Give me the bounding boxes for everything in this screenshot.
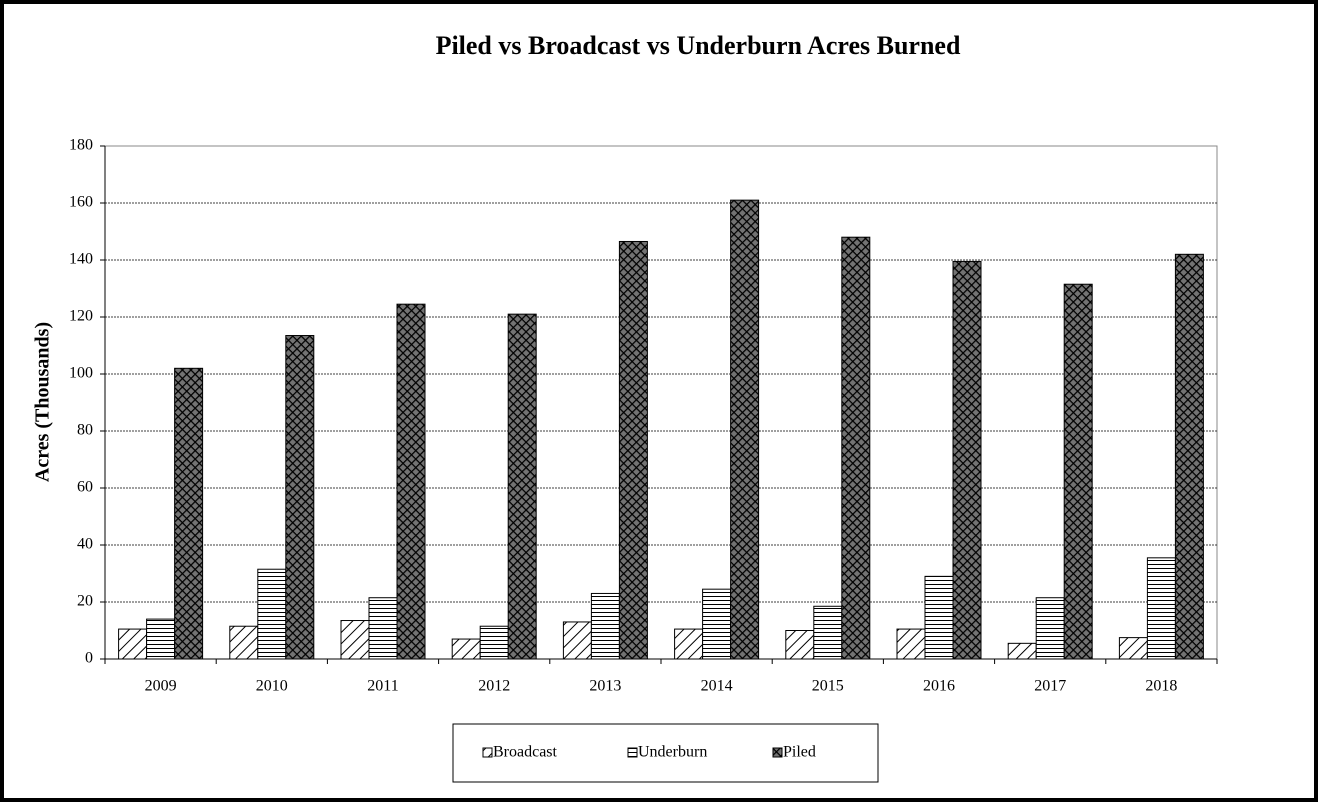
bar <box>1174 253 1204 660</box>
y-tick-label: 0 <box>85 650 93 667</box>
bar <box>285 335 315 660</box>
bar <box>924 575 954 660</box>
bar <box>896 628 926 660</box>
y-tick-label: 140 <box>69 251 93 268</box>
bar <box>229 625 259 660</box>
legend-label: Underburn <box>638 744 707 761</box>
bar <box>1007 642 1037 660</box>
legend-swatch <box>627 747 638 758</box>
bar <box>368 597 398 660</box>
bar <box>562 621 592 660</box>
y-tick-label: 20 <box>77 593 93 610</box>
bar <box>340 620 370 660</box>
x-tick-label: 2009 <box>145 678 177 695</box>
legend-swatch <box>482 747 493 758</box>
x-tick-label: 2018 <box>1145 678 1177 695</box>
bar <box>813 605 843 660</box>
bar <box>1035 597 1065 660</box>
x-tick-label: 2013 <box>589 678 621 695</box>
x-tick-label: 2012 <box>478 678 510 695</box>
bar <box>1146 557 1176 660</box>
y-tick-label: 180 <box>69 137 93 154</box>
bar <box>257 568 287 660</box>
x-tick-label: 2011 <box>367 678 398 695</box>
legend-swatch <box>772 747 783 758</box>
bar <box>618 240 648 660</box>
bar <box>174 367 204 660</box>
bar <box>841 236 871 660</box>
bar <box>952 260 982 660</box>
bar <box>146 618 176 660</box>
bar <box>118 628 148 660</box>
bar <box>1118 637 1148 660</box>
x-tick-label: 2016 <box>923 678 955 695</box>
bar <box>507 313 537 660</box>
x-tick-label: 2015 <box>812 678 844 695</box>
legend-label: Piled <box>783 744 816 761</box>
y-tick-label: 120 <box>69 308 93 325</box>
bar <box>1063 283 1093 660</box>
y-tick-label: 160 <box>69 194 93 211</box>
y-axis-label: Acres (Thousands) <box>32 322 54 482</box>
chart-title: Piled vs Broadcast vs Underburn Acres Bu… <box>436 31 961 60</box>
bar <box>590 592 620 660</box>
bar <box>396 303 426 660</box>
x-tick-label: 2014 <box>701 678 733 695</box>
x-tick-label: 2010 <box>256 678 288 695</box>
y-tick-label: 100 <box>69 365 93 382</box>
legend-label: Broadcast <box>493 744 558 761</box>
bar <box>479 625 509 660</box>
y-tick-label: 60 <box>77 479 93 496</box>
bar <box>730 199 760 660</box>
y-tick-label: 40 <box>77 536 93 553</box>
y-tick-label: 80 <box>77 422 93 439</box>
bar <box>674 628 704 660</box>
bar <box>451 638 481 660</box>
x-tick-label: 2017 <box>1034 678 1066 695</box>
legend-box <box>452 723 879 783</box>
bar <box>702 588 732 660</box>
bar <box>785 630 815 660</box>
